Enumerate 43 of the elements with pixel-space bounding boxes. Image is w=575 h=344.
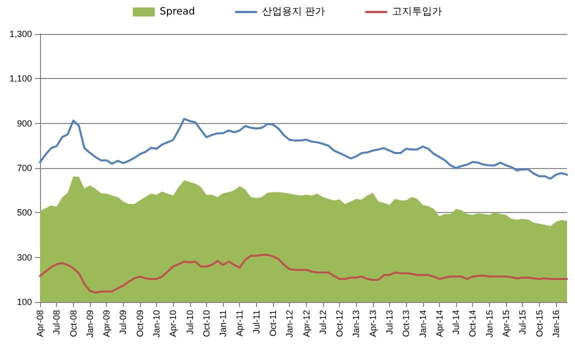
x-tick-label: Jul-13 [384,310,394,335]
y-tick-label: 1,300 [9,29,32,39]
x-tick-label: Apr-14 [434,310,444,338]
x-tick-label: Jul-12 [318,310,328,335]
y-tick-label: 1,100 [9,74,32,84]
x-tick-label: Jul-09 [118,310,128,335]
x-tick-label: Jan-16 [550,310,561,338]
legend-label: 산업용지 판가 [262,6,326,18]
x-tick-label: Oct-09 [134,310,145,338]
x-tick-label: Apr-11 [234,310,245,336]
legend-label: Spread [160,6,196,18]
x-tick-label: Oct-10 [201,310,212,338]
y-tick-label: 100 [16,297,32,307]
legend-label: 고지투입가 [392,6,442,18]
y-tick-label: 500 [16,208,32,218]
x-tick-label: Jan-13 [351,310,362,338]
x-tick-label: Apr-09 [102,310,112,338]
x-tick-label: Jan-12 [284,310,295,338]
x-tick-label: Jan-11 [218,310,228,337]
y-tick-label: 300 [16,252,32,262]
x-tick-label: Jul-15 [518,310,528,335]
x-tick-label: Jan-09 [84,310,95,338]
x-tick-label: Oct-08 [68,310,78,338]
x-tick-label: Jan-10 [151,310,162,338]
x-tick-label: Oct-13 [401,310,412,338]
x-tick-label: Jul-10 [184,310,195,335]
x-tick-label: Apr-08 [35,310,45,338]
x-tick-label: Jan-14 [418,310,428,338]
x-tick-label: Oct-14 [468,310,478,338]
line-series [39,254,568,294]
y-tick-label: 700 [16,163,32,173]
x-tick-label: Jan-15 [484,310,494,338]
x-tick-label: Jul-08 [52,310,62,335]
x-tick-label: Apr-15 [500,310,511,338]
x-tick-label: Apr-12 [301,310,312,338]
x-tick-label: Oct-15 [534,310,544,338]
x-tick-label: Oct-12 [334,310,345,338]
x-tick-label: Oct-11 [268,310,278,336]
x-tick-label: Apr-10 [168,310,178,338]
x-tick-label: Jul-11 [251,310,262,334]
x-tick-label: Apr-13 [368,310,378,338]
y-tick-label: 900 [16,118,32,128]
x-tick-label: Jul-14 [451,310,462,335]
